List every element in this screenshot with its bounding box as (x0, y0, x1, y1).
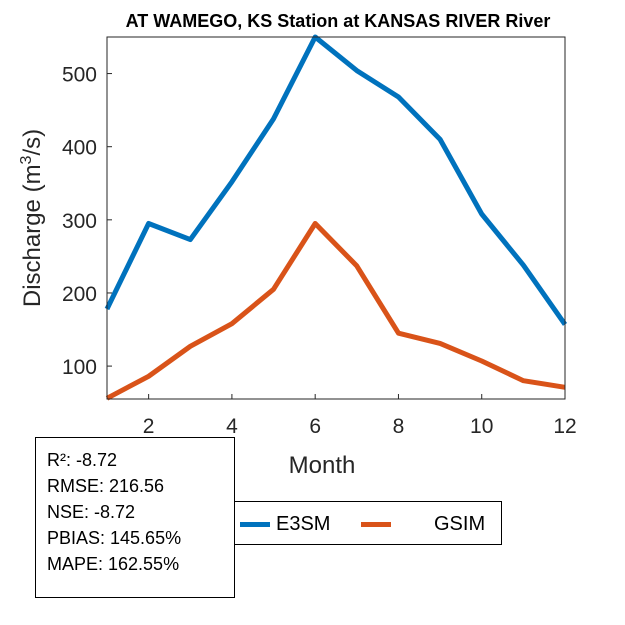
x-ticks: 2 4 6 8 10 12 (143, 394, 577, 438)
stat-rmse: RMSE: 216.56 (47, 476, 165, 496)
stat-r2: R²: -8.72 (47, 450, 118, 470)
y-axis-label-main: Discharge (m (19, 164, 46, 307)
stat-mape: MAPE: 162.55% (47, 554, 180, 574)
y-axis-label: Discharge (m3/s) (18, 129, 46, 307)
y-tick-label: 400 (62, 137, 97, 160)
y-tick-label: 200 (62, 283, 97, 306)
legend-label-e3sm: E3SM (276, 513, 331, 535)
plot-lines (104, 34, 568, 401)
stat-pbias: PBIAS: 145.65% (47, 528, 182, 548)
y-axis-label-tail: /s) (19, 129, 46, 156)
stat-nse: NSE: -8.72 (47, 502, 136, 522)
y-tick-label: 500 (62, 64, 97, 87)
x-tick-label: 4 (226, 415, 238, 438)
x-tick-label: 2 (143, 415, 155, 438)
y-tick-label: 300 (62, 210, 97, 233)
legend-swatch-e3sm (240, 522, 270, 527)
y-tick-label: 100 (62, 356, 97, 379)
y-axis-label-sup: 3 (18, 155, 35, 164)
chart-title: AT WAMEGO, KS Station at KANSAS RIVER Ri… (126, 11, 551, 31)
x-tick-label: 8 (393, 415, 405, 438)
series-line-gsim (105, 221, 566, 401)
x-axis-label: Month (289, 452, 356, 479)
x-tick-label: 6 (309, 415, 321, 438)
stats-box: R²: -8.72 RMSE: 216.56 NSE: -8.72 PBIAS:… (35, 437, 235, 598)
y-ticks: 100 200 300 400 500 (62, 64, 112, 379)
legend-swatch-gsim (361, 522, 391, 527)
legend: E3SM GSIM (235, 501, 502, 545)
series-line-e3sm (104, 34, 568, 326)
legend-label-gsim: GSIM (434, 513, 486, 535)
x-tick-label: 10 (470, 415, 493, 438)
x-tick-label: 12 (553, 415, 576, 438)
plot-frame (106, 36, 566, 400)
